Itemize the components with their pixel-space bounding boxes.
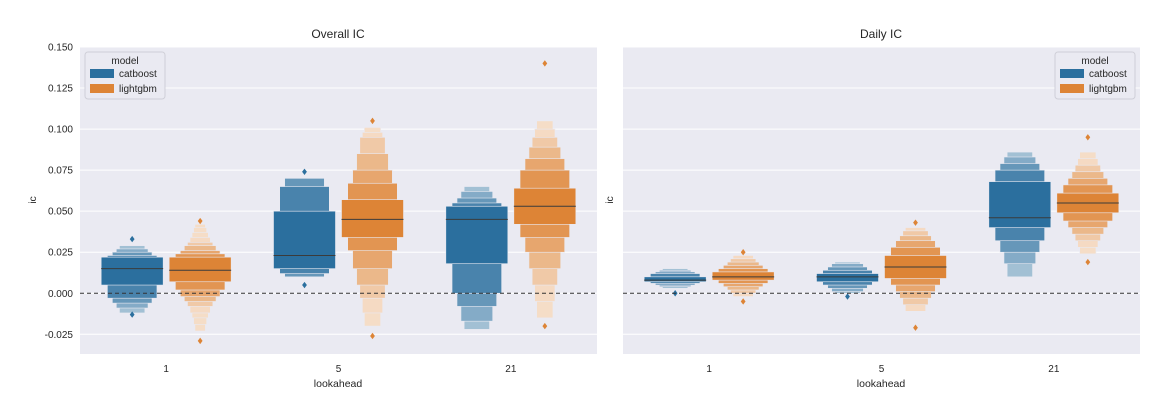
outlier-point-catboost bbox=[129, 311, 135, 318]
legend-title: model bbox=[111, 56, 138, 67]
legend-label-lightgbm: lightgbm bbox=[1089, 84, 1127, 95]
panel-daily-ic: Daily IC lookahead ic 1 5 21 model catboos… bbox=[604, 27, 1140, 390]
boxes-overall-ic bbox=[80, 60, 597, 345]
outlier-point-lightgbm bbox=[913, 219, 918, 226]
y-tick-label: 0.050 bbox=[48, 207, 73, 218]
x-tick-labels-overall-ic: 1 5 21 bbox=[163, 364, 516, 375]
outlier-point-lightgbm bbox=[913, 324, 918, 331]
x-tick-labels-daily-ic: 1 5 21 bbox=[706, 364, 1059, 375]
box-level-lightgbm bbox=[711, 271, 775, 281]
outlier-point-catboost bbox=[302, 168, 307, 175]
plot-area-overall-ic bbox=[80, 47, 597, 354]
y-tick-label: 0.150 bbox=[48, 43, 73, 54]
legend-daily-ic: model catboost lightgbm bbox=[1054, 51, 1136, 100]
outlier-point-lightgbm bbox=[542, 322, 548, 330]
outlier-point-catboost bbox=[302, 281, 307, 289]
outlier-point-lightgbm bbox=[197, 217, 203, 225]
outlier-point-lightgbm bbox=[197, 337, 203, 345]
legend-label-catboost: catboost bbox=[1089, 69, 1127, 80]
x-axis-label-daily-ic: lookahead bbox=[857, 378, 906, 390]
x-tick-label: 1 bbox=[706, 364, 712, 375]
outlier-point-lightgbm bbox=[740, 249, 746, 256]
x-tick-label: 5 bbox=[879, 364, 885, 375]
outlier-point-lightgbm bbox=[370, 332, 375, 340]
legend-title: model bbox=[1081, 56, 1108, 67]
legend-swatch-catboost bbox=[90, 69, 114, 78]
outlier-point-lightgbm bbox=[370, 117, 375, 125]
box-level-lightgbm bbox=[168, 256, 232, 283]
y-tick-label: 0.025 bbox=[48, 248, 73, 259]
legend-label-lightgbm: lightgbm bbox=[119, 84, 157, 95]
legend-overall-ic: model catboost lightgbm bbox=[84, 51, 166, 100]
panel-title-daily-ic: Daily IC bbox=[860, 27, 902, 41]
box-level-lightgbm bbox=[341, 199, 404, 238]
box-level-catboost bbox=[445, 205, 509, 265]
legend-swatch-lightgbm bbox=[1060, 84, 1084, 93]
outlier-point-lightgbm bbox=[542, 60, 548, 67]
x-tick-label: 21 bbox=[1048, 364, 1060, 375]
outlier-point-lightgbm bbox=[740, 298, 746, 305]
box-level-catboost bbox=[273, 210, 336, 269]
y-tick-label: -0.025 bbox=[45, 330, 74, 341]
y-axis-label-overall-ic: ic bbox=[27, 196, 39, 204]
y-axis-label-daily-ic: ic bbox=[604, 196, 616, 204]
box-level-catboost bbox=[816, 273, 879, 283]
box-level-catboost bbox=[100, 256, 164, 286]
outlier-point-lightgbm bbox=[1085, 258, 1091, 266]
boxes-daily-ic bbox=[623, 134, 1140, 331]
y-tick-label: 0.075 bbox=[48, 166, 73, 177]
panel-overall-ic: Overall IC lookahead ic -0.025 0.000 0.025… bbox=[27, 27, 597, 390]
x-tick-label: 1 bbox=[163, 364, 169, 375]
panel-title-overall-ic: Overall IC bbox=[311, 27, 365, 41]
y-tick-labels-overall-ic: -0.025 0.000 0.025 0.050 0.075 0.100 0.125 0.15… bbox=[45, 43, 74, 341]
legend-swatch-lightgbm bbox=[90, 84, 114, 93]
plot-area-daily-ic bbox=[623, 47, 1140, 354]
y-tick-label: 0.000 bbox=[48, 289, 73, 300]
y-tick-label: 0.100 bbox=[48, 125, 73, 136]
x-axis-label-overall-ic: lookahead bbox=[314, 378, 363, 390]
box-level-catboost bbox=[988, 181, 1052, 228]
legend-swatch-catboost bbox=[1060, 69, 1084, 78]
outlier-point-lightgbm bbox=[1085, 134, 1091, 141]
outlier-point-catboost bbox=[129, 235, 135, 243]
x-tick-label: 5 bbox=[336, 364, 342, 375]
legend-label-catboost: catboost bbox=[119, 69, 157, 80]
y-tick-label: 0.125 bbox=[48, 84, 73, 95]
box-level-catboost bbox=[643, 276, 707, 283]
x-tick-label: 21 bbox=[505, 364, 517, 375]
outlier-point-catboost bbox=[845, 293, 850, 300]
